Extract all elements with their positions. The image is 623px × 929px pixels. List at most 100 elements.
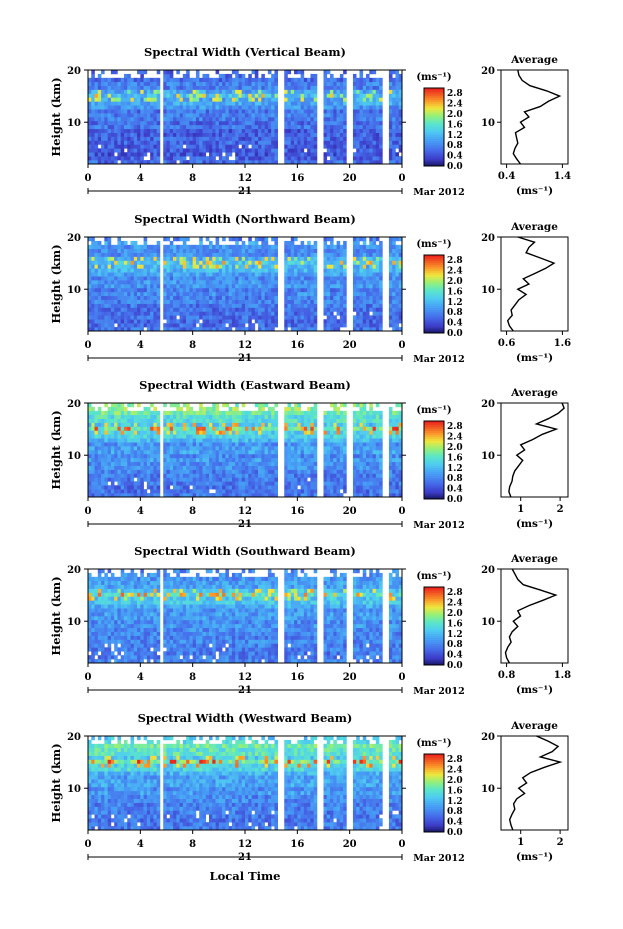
heatmap-cell — [150, 81, 154, 86]
heatmap-cell — [137, 418, 141, 423]
heatmap-cell — [372, 152, 377, 157]
heatmap-cell — [238, 252, 243, 257]
heatmap-cell — [189, 93, 193, 98]
heatmap-cell — [195, 291, 200, 297]
heatmap-cell — [222, 307, 226, 312]
heatmap-cell — [297, 128, 301, 133]
heatmap-cell — [166, 109, 171, 114]
heatmap-cell — [166, 414, 171, 419]
heatmap-cell — [140, 97, 144, 102]
heatmap-cell — [333, 276, 337, 281]
heatmap-cell — [94, 272, 99, 277]
heatmap-cell — [176, 105, 180, 110]
heatmap-cell — [254, 148, 259, 153]
heatmap-cell — [339, 315, 344, 320]
heatmap-cell — [375, 280, 380, 285]
heatmap-cell — [101, 430, 105, 435]
heatmap-cell — [264, 148, 269, 153]
heatmap-cell — [176, 442, 180, 447]
heatmap-cell — [104, 132, 108, 137]
heatmap-cell — [362, 93, 367, 98]
heatmap-cell — [186, 315, 190, 320]
heatmap-cell — [388, 89, 393, 94]
heatmap-cell — [195, 276, 200, 281]
heatmap-cell — [238, 295, 243, 300]
heatmap-cell — [356, 252, 360, 257]
heatmap-cell — [359, 113, 364, 118]
panel-1: Spectral Width (Vertical Beam)Height (km… — [49, 45, 571, 198]
heatmap-cell — [88, 252, 92, 257]
heatmap-cell — [91, 284, 95, 289]
heatmap-cell — [209, 430, 213, 435]
heatmap-cell — [395, 256, 400, 261]
heatmap-cell — [209, 81, 213, 86]
heatmap-cell — [258, 252, 262, 257]
heatmap-cell — [166, 473, 171, 478]
heatmap-cell — [123, 457, 128, 463]
heatmap-cell — [392, 244, 396, 250]
heatmap-cell — [199, 148, 203, 153]
heatmap-cell — [258, 237, 262, 242]
heatmap-cell — [120, 493, 125, 498]
heatmap-cell — [290, 89, 295, 94]
heatmap-cell — [156, 97, 161, 102]
colorbar-unit: (ms⁻¹) — [416, 239, 451, 250]
heatmap-cell — [97, 287, 102, 293]
heatmap-cell — [209, 272, 213, 277]
heatmap-cell — [215, 81, 220, 86]
heatmap-cell — [228, 256, 233, 261]
heatmap-cell — [130, 101, 135, 106]
heatmap-cell — [375, 101, 380, 106]
heatmap-cell — [339, 244, 344, 250]
heatmap-cell — [323, 276, 328, 281]
heatmap-cell — [330, 101, 334, 106]
heatmap-cell — [199, 260, 203, 265]
heatmap-cell — [333, 272, 337, 277]
heatmap-cell — [146, 252, 151, 257]
heatmap-cell — [199, 446, 203, 451]
heatmap-cell — [88, 128, 92, 133]
heatmap-cell — [372, 117, 377, 122]
heatmap-cell — [123, 248, 128, 253]
heatmap-cell — [388, 240, 393, 246]
heatmap-cell — [117, 264, 122, 269]
heatmap-cell — [140, 113, 144, 118]
heatmap-cell — [369, 272, 373, 277]
heatmap-cell — [169, 276, 174, 281]
heatmap-cell — [107, 109, 112, 114]
heatmap-cell — [156, 418, 161, 423]
heatmap-cell — [202, 120, 207, 126]
heatmap-cell — [199, 140, 203, 145]
heatmap-cell — [212, 469, 216, 474]
heatmap-cell — [225, 264, 229, 269]
heatmap-cell — [189, 244, 193, 250]
heatmap-cell — [173, 430, 177, 435]
heatmap-cell — [225, 73, 229, 79]
heatmap-cell — [199, 117, 203, 122]
heatmap-cell — [372, 315, 377, 320]
heatmap-cell — [189, 465, 193, 470]
heatmap-cell — [392, 268, 396, 273]
heatmap-cell — [356, 264, 360, 269]
heatmap-cell — [94, 124, 99, 130]
heatmap-cell — [254, 268, 259, 273]
heatmap-cell — [195, 105, 200, 110]
heatmap-cell — [186, 73, 190, 79]
heatmap-cell — [117, 481, 122, 486]
heatmap-cell — [107, 260, 112, 265]
heatmap-cell — [114, 120, 118, 126]
heatmap-cell — [202, 244, 207, 250]
y-tick-label: 10 — [67, 118, 81, 129]
heatmap-cell — [140, 160, 144, 165]
heatmap-cell — [274, 256, 279, 261]
heatmap-cell — [290, 319, 295, 324]
heatmap-cell — [297, 291, 301, 297]
heatmap-cell — [202, 105, 207, 110]
heatmap-cell — [339, 303, 344, 308]
heatmap-cell — [101, 81, 105, 86]
heatmap-cell — [163, 426, 167, 431]
heatmap-cell — [313, 132, 318, 137]
heatmap-cell — [300, 291, 305, 297]
heatmap-cell — [251, 268, 256, 273]
heatmap-cell — [91, 252, 95, 257]
